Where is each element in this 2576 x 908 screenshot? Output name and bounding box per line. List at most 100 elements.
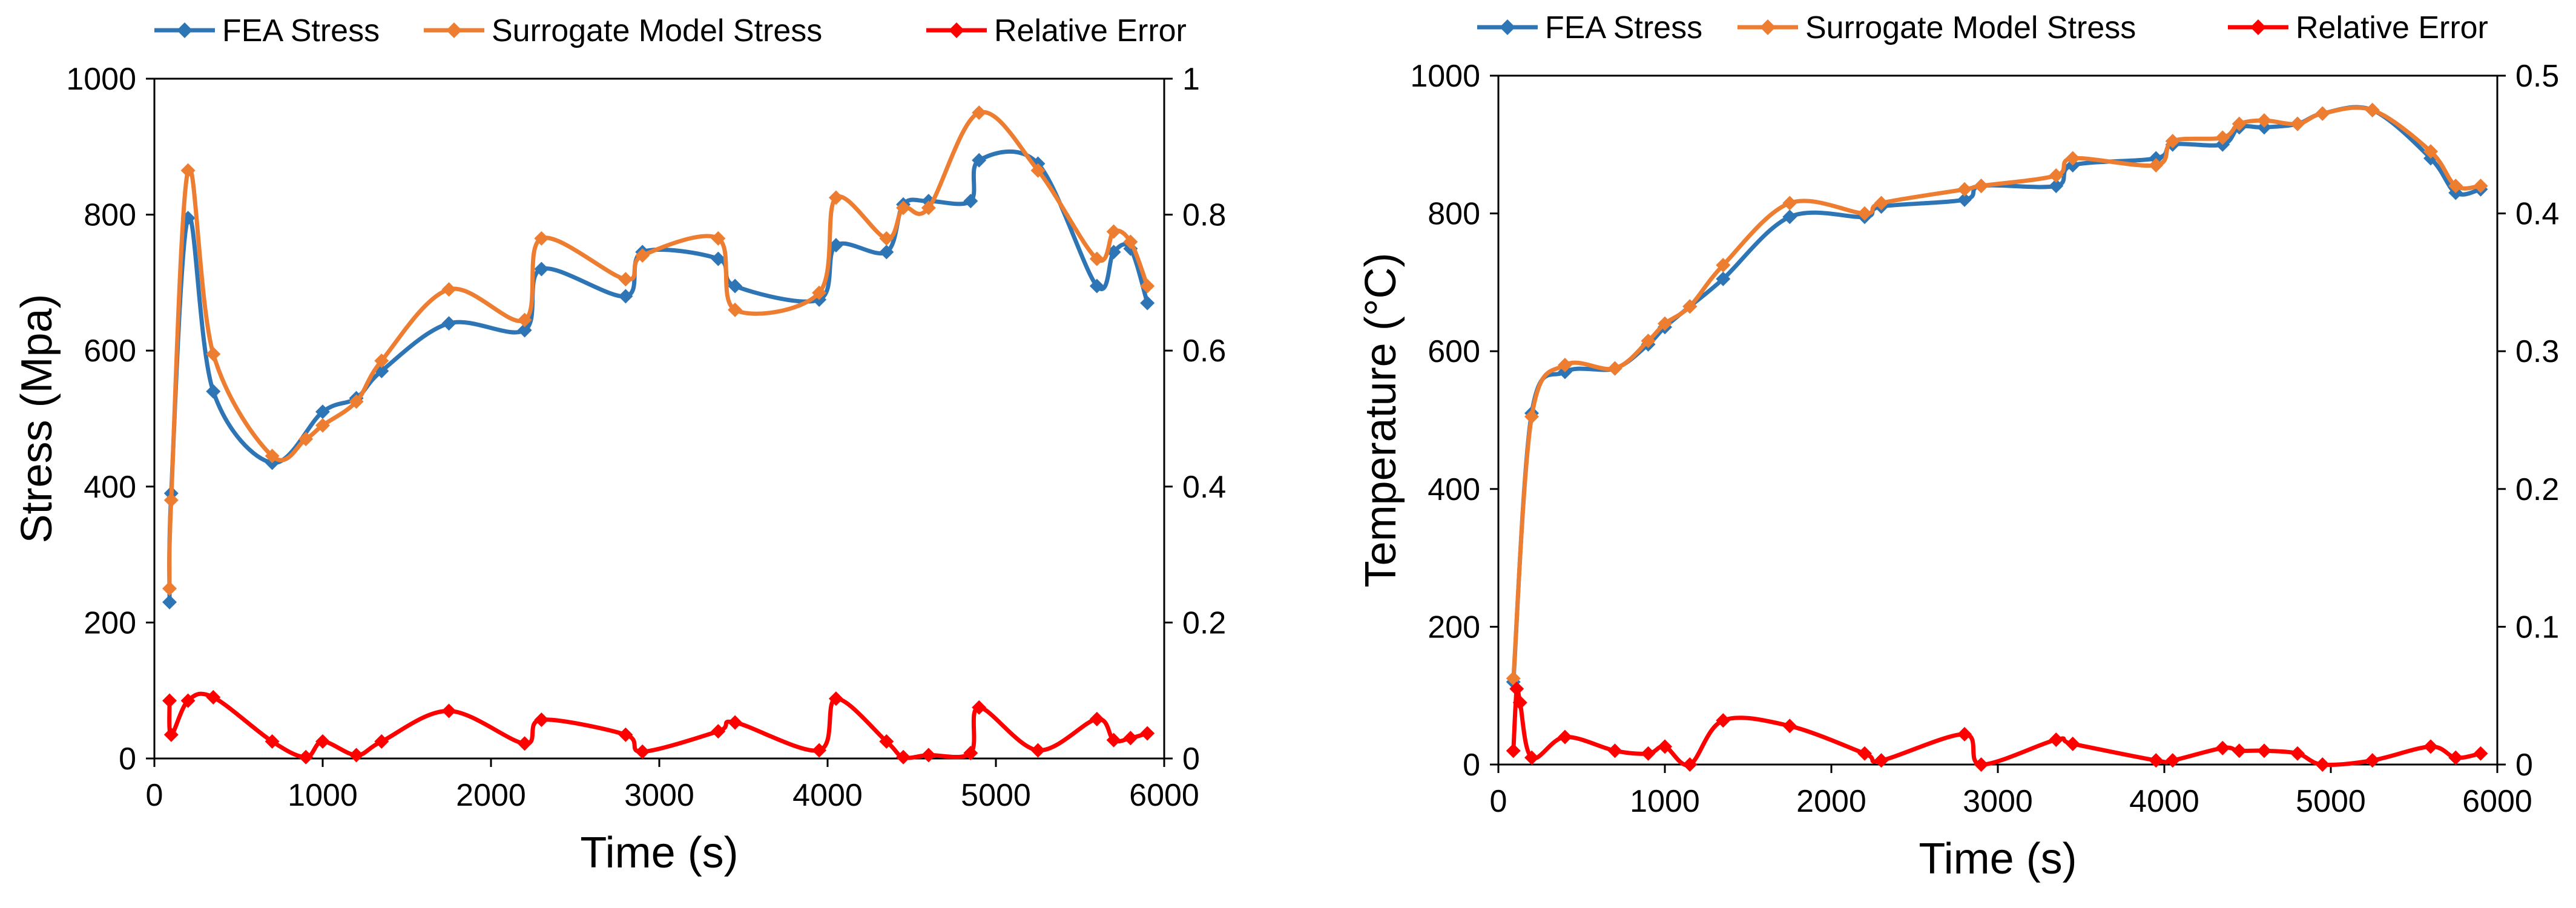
data-point bbox=[349, 748, 364, 763]
data-point bbox=[441, 703, 456, 719]
legend-label: Surrogate Model Stress bbox=[492, 13, 822, 48]
series-relative-error bbox=[162, 689, 1155, 765]
y-tick-label: 600 bbox=[84, 334, 136, 369]
data-point bbox=[1874, 753, 1889, 768]
data-point bbox=[828, 190, 843, 205]
y2-tick-label: 1 bbox=[1182, 62, 1200, 97]
data-point bbox=[635, 248, 650, 263]
data-point bbox=[728, 715, 743, 730]
data-point bbox=[2065, 736, 2080, 751]
data-point bbox=[1506, 743, 1521, 758]
data-point bbox=[1140, 278, 1155, 294]
x-tick-label: 4000 bbox=[2129, 784, 2199, 819]
data-point bbox=[349, 394, 364, 409]
x-axis-title: Time (s) bbox=[1919, 835, 2077, 883]
data-point bbox=[972, 700, 987, 715]
data-point bbox=[963, 746, 978, 761]
data-point bbox=[162, 693, 177, 708]
series-line bbox=[1511, 105, 2483, 684]
legend-marker bbox=[1500, 19, 1515, 35]
data-point bbox=[711, 724, 726, 739]
data-point bbox=[728, 278, 743, 294]
legend-label: FEA Stress bbox=[222, 13, 380, 48]
data-point bbox=[265, 734, 280, 749]
legend-entry: FEA Stress bbox=[1477, 10, 1702, 45]
legend-label: Relative Error bbox=[994, 13, 1187, 48]
legend-marker bbox=[177, 22, 193, 38]
y-tick-label: 200 bbox=[1428, 610, 1480, 645]
data-point bbox=[265, 449, 280, 464]
data-point bbox=[1123, 731, 1138, 746]
data-point bbox=[2365, 102, 2380, 117]
data-point bbox=[1140, 726, 1155, 741]
series-surrogate-model-stress bbox=[1506, 102, 2488, 686]
data-point bbox=[206, 384, 221, 399]
data-point bbox=[1974, 757, 1989, 772]
y2-tick-label: 0.3 bbox=[2515, 334, 2559, 369]
data-point bbox=[2448, 750, 2463, 765]
data-point bbox=[374, 734, 389, 749]
x-tick-label: 0 bbox=[1490, 784, 1507, 819]
data-point bbox=[2365, 753, 2380, 768]
data-point bbox=[1509, 681, 1524, 696]
data-point bbox=[1089, 711, 1104, 726]
data-point bbox=[2448, 179, 2463, 194]
legend-label: Relative Error bbox=[2296, 10, 2488, 45]
x-tick-label: 0 bbox=[146, 778, 163, 813]
data-point bbox=[1782, 196, 1797, 211]
data-point bbox=[618, 272, 633, 287]
data-point bbox=[298, 749, 314, 765]
data-point bbox=[1716, 271, 1731, 286]
data-point bbox=[163, 493, 179, 508]
data-point bbox=[1957, 726, 1972, 742]
data-point bbox=[1658, 739, 1672, 754]
data-point bbox=[2049, 732, 2064, 748]
data-point bbox=[2065, 151, 2080, 166]
x-tick-label: 2000 bbox=[456, 778, 526, 813]
data-point bbox=[2290, 746, 2305, 761]
y2-tick-label: 0 bbox=[2515, 748, 2533, 783]
x-tick-label: 3000 bbox=[1963, 784, 2033, 819]
data-point bbox=[1641, 746, 1656, 761]
data-point bbox=[162, 581, 177, 596]
data-point bbox=[1106, 224, 1121, 239]
series-line bbox=[1511, 105, 2483, 681]
data-point bbox=[2423, 144, 2438, 159]
legend-entry: Surrogate Model Stress bbox=[424, 13, 822, 48]
data-point bbox=[2149, 157, 2164, 173]
y-tick-label: 0 bbox=[119, 742, 136, 777]
series-line bbox=[167, 691, 1150, 760]
data-point bbox=[812, 743, 827, 758]
data-point bbox=[2473, 179, 2488, 194]
data-point bbox=[896, 200, 911, 215]
x-tick-label: 6000 bbox=[1129, 778, 1199, 813]
data-point bbox=[517, 312, 532, 327]
legend-entry: Surrogate Model Stress bbox=[1738, 10, 2136, 45]
data-point bbox=[1089, 251, 1104, 266]
data-point bbox=[828, 691, 843, 706]
data-point bbox=[812, 285, 827, 300]
data-point bbox=[298, 432, 314, 447]
data-point bbox=[1106, 732, 1121, 748]
data-point bbox=[180, 693, 196, 708]
data-point bbox=[1607, 743, 1622, 758]
data-point bbox=[1682, 757, 1698, 772]
y-tick-label: 0 bbox=[1463, 748, 1480, 783]
data-point bbox=[517, 323, 532, 338]
data-point bbox=[206, 346, 221, 361]
y-tick-label: 1000 bbox=[1410, 59, 1480, 94]
y-tick-label: 200 bbox=[84, 605, 136, 640]
data-point bbox=[1030, 163, 1046, 178]
legend-entry: Relative Error bbox=[2228, 10, 2488, 45]
data-point bbox=[162, 594, 177, 610]
y-axis-title: Stress (Mpa) bbox=[13, 294, 61, 543]
x-tick-label: 5000 bbox=[961, 778, 1031, 813]
legend-label: FEA Stress bbox=[1545, 10, 1702, 45]
data-point bbox=[2215, 740, 2230, 755]
x-tick-label: 2000 bbox=[1796, 784, 1866, 819]
data-point bbox=[2290, 116, 2305, 131]
series-relative-error bbox=[1506, 681, 2488, 772]
x-tick-label: 1000 bbox=[1630, 784, 1700, 819]
data-point bbox=[2232, 116, 2247, 131]
